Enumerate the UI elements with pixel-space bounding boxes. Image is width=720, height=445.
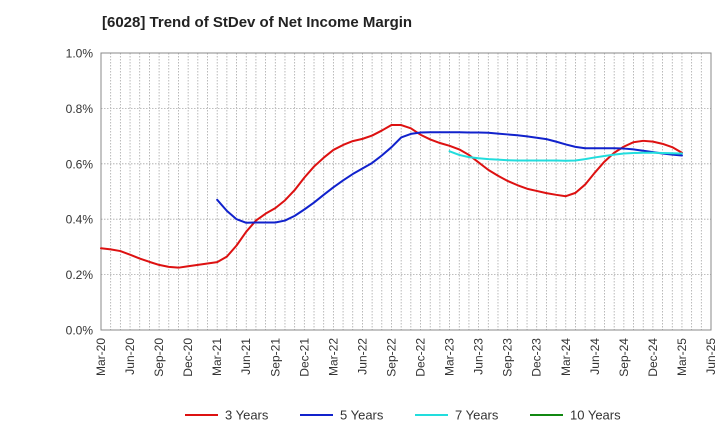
x-tick-label: Jun-20 bbox=[123, 338, 137, 375]
x-tick-label: Mar-22 bbox=[326, 338, 340, 376]
x-tick-label: Dec-20 bbox=[181, 338, 195, 377]
x-tick-label: Sep-24 bbox=[617, 338, 631, 377]
x-tick-label: Dec-24 bbox=[646, 338, 660, 377]
legend-label-7-years: 7 Years bbox=[455, 408, 499, 423]
x-tick-label: Jun-21 bbox=[239, 338, 253, 375]
series-line-5-years bbox=[216, 131, 683, 224]
x-tick-label: Dec-21 bbox=[297, 338, 311, 377]
y-tick-label: 0.4% bbox=[66, 213, 94, 227]
legend-label-5-years: 5 Years bbox=[340, 408, 384, 423]
series-lines bbox=[100, 124, 683, 269]
legend-label-3-years: 3 Years bbox=[225, 408, 269, 423]
x-tick-label: Jun-23 bbox=[472, 338, 486, 375]
x-tick-label: Mar-25 bbox=[675, 338, 689, 376]
x-tick-label: Mar-23 bbox=[443, 338, 457, 376]
y-tick-label: 0.2% bbox=[66, 268, 94, 282]
y-tick-label: 0.8% bbox=[66, 102, 94, 116]
legend: 3 Years 5 Years 7 Years 10 Years bbox=[185, 408, 621, 423]
chart-title: [6028] Trend of StDev of Net Income Marg… bbox=[102, 14, 413, 31]
y-tick-label: 1.0% bbox=[66, 47, 94, 61]
grid bbox=[101, 53, 711, 330]
plot-frame bbox=[100, 52, 712, 331]
x-tick-label: Sep-23 bbox=[501, 338, 515, 377]
x-tick-label: Sep-21 bbox=[268, 338, 282, 377]
axes: 0.0% 0.2% 0.4% 0.6% 0.8% 1.0% Mar-20 Jun-20 Sep-… bbox=[66, 47, 718, 377]
x-tick-label: Mar-21 bbox=[210, 338, 224, 376]
x-tick-label: Jun-22 bbox=[355, 338, 369, 375]
x-tick-label: Sep-22 bbox=[384, 338, 398, 377]
x-tick-label: Jun-25 bbox=[704, 338, 718, 375]
x-tick-label: Dec-23 bbox=[530, 338, 544, 377]
y-tick-label: 0.6% bbox=[66, 157, 94, 171]
series-line-3-years bbox=[100, 124, 683, 269]
series-line-7-years bbox=[448, 150, 683, 162]
x-tick-label: Mar-24 bbox=[559, 338, 573, 376]
y-tick-label: 0.0% bbox=[66, 324, 94, 338]
x-tick-label: Sep-20 bbox=[152, 338, 166, 377]
x-tick-label: Jun-24 bbox=[588, 338, 602, 375]
plot-area bbox=[101, 53, 711, 330]
x-tick-label: Mar-20 bbox=[94, 338, 108, 376]
legend-label-10-years: 10 Years bbox=[570, 408, 621, 423]
x-tick-label: Dec-22 bbox=[414, 338, 428, 377]
